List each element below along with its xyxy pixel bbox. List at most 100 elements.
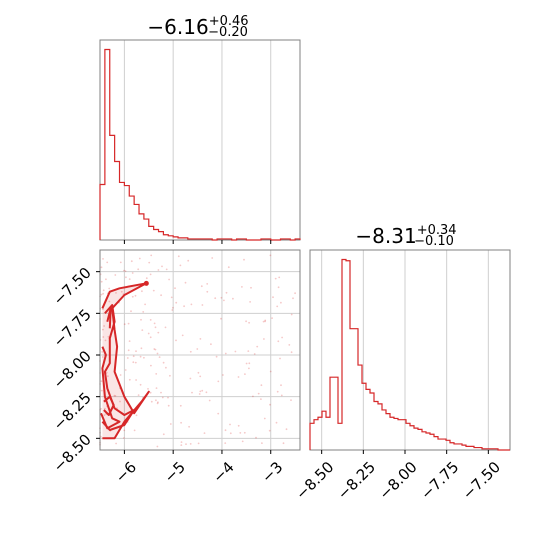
scatter-point: [165, 268, 168, 271]
histogram-line-y: [309, 258, 510, 451]
scatter-point: [245, 320, 248, 323]
scatter-point: [227, 266, 230, 269]
scatter-point: [155, 399, 157, 402]
tick-label-2d-y: −8.25: [50, 389, 95, 434]
scatter-point: [292, 297, 294, 300]
scatter-point: [133, 429, 136, 432]
scatter-point: [260, 384, 263, 387]
scatter-point: [128, 378, 131, 381]
scatter-point: [101, 356, 104, 358]
title-y: −8.31+0.34: [355, 223, 456, 248]
scatter-point: [183, 305, 186, 308]
scatter-point: [132, 361, 135, 364]
scatter-point: [269, 370, 272, 373]
title-y-median: −8.31: [355, 224, 416, 248]
scatter-point: [119, 374, 122, 376]
scatter-point: [180, 444, 183, 446]
scatter-point: [184, 281, 187, 284]
scatter-point: [100, 293, 103, 296]
tick-label-2d-y: −8.00: [50, 347, 95, 392]
scatter-point: [150, 364, 152, 367]
scatter-point: [142, 311, 145, 313]
contour-line: [106, 307, 112, 329]
scatter-point: [102, 308, 104, 311]
scatter-point: [162, 433, 165, 436]
scatter-point: [149, 319, 152, 321]
scatter-point: [232, 297, 234, 300]
scatter-point: [250, 286, 252, 289]
tick-label-2d-y: −7.75: [50, 305, 95, 350]
scatter-point: [276, 390, 279, 393]
axes-frame-top-left: [99, 39, 301, 241]
scatter-point: [249, 301, 252, 303]
scatter-point: [187, 259, 190, 262]
contour-peak-point: [143, 280, 149, 286]
scatter-point: [119, 261, 122, 264]
contour-line: [103, 395, 115, 416]
panel-hist-x: −6.16+0.46 −0.20: [99, 14, 301, 244]
scatter-point: [201, 304, 204, 306]
scatter-point: [220, 317, 222, 320]
scatter-point: [107, 375, 109, 378]
scatter-point: [169, 423, 172, 425]
scatter-point: [224, 352, 227, 355]
scatter-point: [161, 265, 163, 268]
scatter-point: [175, 339, 177, 342]
scatter-point: [167, 396, 169, 399]
scatter-point: [154, 326, 157, 329]
scatter-point: [224, 429, 227, 432]
scatter-point: [115, 292, 117, 294]
title-y-upper: +0.34: [417, 223, 457, 238]
axes-frame-bottom-left: [99, 249, 301, 451]
scatter-point: [206, 283, 209, 285]
title-x-lower: −0.20: [208, 25, 248, 40]
histogram-line-x: [99, 48, 301, 241]
scatter-point: [271, 317, 273, 319]
scatter-point: [248, 367, 250, 370]
scatter-point: [272, 296, 274, 299]
scatter-point: [156, 445, 159, 448]
scatter-point: [113, 394, 116, 397]
scatter-point: [108, 300, 111, 303]
scatter-point: [106, 261, 109, 264]
scatter-point: [131, 295, 134, 298]
scatter-point: [189, 443, 192, 445]
scatter-point: [135, 350, 137, 353]
scatter-point: [214, 297, 217, 300]
scatter-point: [210, 343, 212, 346]
scatter-point: [243, 431, 246, 434]
scatter-point: [156, 402, 159, 405]
scatter-point: [199, 390, 202, 393]
contour-line: [100, 346, 121, 430]
scatter-point: [277, 286, 280, 289]
scatter-point: [274, 277, 277, 280]
scatter-point: [147, 388, 149, 390]
grid-y-right: [321, 250, 489, 450]
scatter-point: [247, 350, 250, 352]
scatter-point: [244, 373, 246, 375]
tick-label-2d-y: −7.50: [50, 264, 95, 309]
scatter-point: [264, 320, 266, 323]
scatter-point: [145, 277, 148, 280]
scatter-point: [123, 323, 126, 326]
scatter-point: [130, 260, 133, 263]
scatter-point: [135, 414, 138, 417]
scatter-point: [264, 319, 267, 322]
scatter-point: [139, 355, 142, 358]
tick-label-2d-y: −8.50: [50, 430, 95, 475]
scatter-point: [127, 349, 130, 352]
scatter-point: [177, 255, 180, 258]
scatter-point: [150, 254, 153, 257]
scatter-point: [169, 374, 171, 377]
tick-label-2d-x: −6: [112, 458, 140, 486]
scatter-point: [134, 294, 137, 297]
scatter-point: [198, 393, 201, 395]
scatter-point: [143, 356, 145, 359]
scatter-point: [243, 258, 245, 261]
scatter-point: [153, 322, 156, 325]
scatter-point: [148, 261, 151, 264]
scatter-point: [179, 264, 182, 267]
scatter-point: [128, 278, 131, 280]
scatter-point: [161, 396, 164, 399]
scatter-point: [262, 320, 265, 323]
